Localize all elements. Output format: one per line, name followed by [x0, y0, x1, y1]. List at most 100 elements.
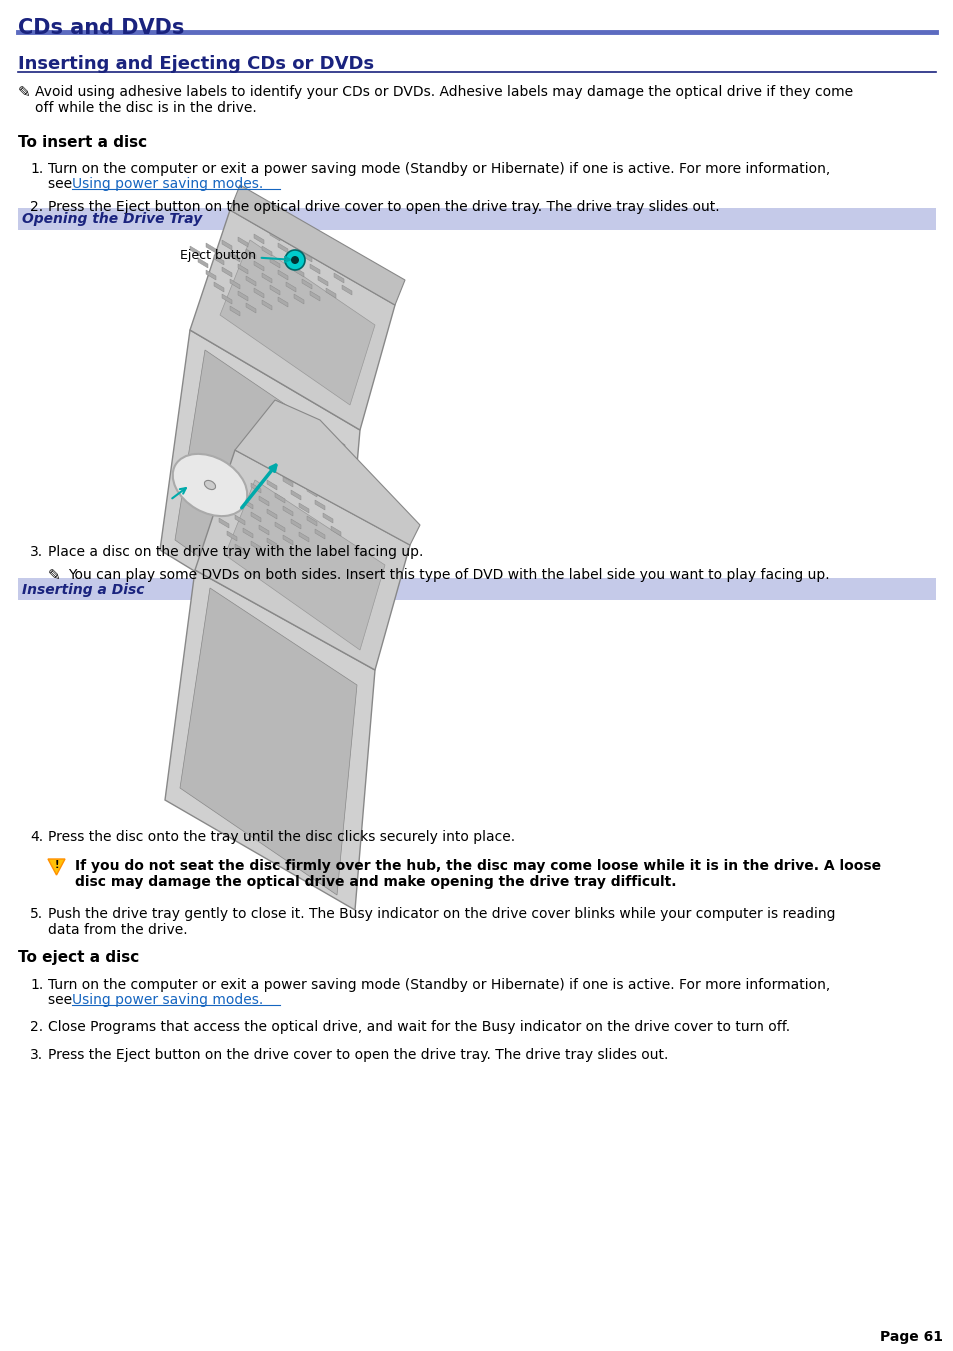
Polygon shape — [274, 493, 285, 503]
Polygon shape — [243, 499, 253, 509]
Polygon shape — [286, 282, 295, 292]
Text: Close Programs that access the optical drive, and wait for the Busy indicator on: Close Programs that access the optical d… — [48, 1020, 789, 1034]
Polygon shape — [262, 273, 272, 282]
Polygon shape — [251, 484, 261, 493]
Text: You can play some DVDs on both sides. Insert this type of DVD with the label sid: You can play some DVDs on both sides. In… — [68, 567, 829, 582]
Text: To insert a disc: To insert a disc — [18, 135, 147, 150]
Polygon shape — [253, 261, 264, 272]
Polygon shape — [227, 503, 236, 512]
Polygon shape — [298, 532, 309, 542]
Polygon shape — [277, 270, 288, 280]
FancyBboxPatch shape — [18, 208, 935, 230]
Polygon shape — [234, 400, 419, 544]
Polygon shape — [326, 288, 335, 299]
Polygon shape — [237, 236, 248, 247]
Text: Eject button: Eject button — [180, 249, 290, 262]
Polygon shape — [267, 509, 276, 519]
Text: 3.: 3. — [30, 544, 43, 559]
Text: To eject a disc: To eject a disc — [18, 950, 139, 965]
Polygon shape — [283, 477, 293, 486]
Polygon shape — [251, 540, 261, 551]
Polygon shape — [246, 276, 255, 286]
Polygon shape — [314, 500, 325, 509]
Polygon shape — [213, 255, 224, 265]
Text: Press the disc onto the tray until the disc clicks securely into place.: Press the disc onto the tray until the d… — [48, 830, 515, 844]
Text: Turn on the computer or exit a power saving mode (Standby or Hibernate) if one i: Turn on the computer or exit a power sav… — [48, 162, 829, 176]
Polygon shape — [48, 859, 65, 875]
Polygon shape — [180, 588, 356, 894]
Text: Inserting and Ejecting CDs or DVDs: Inserting and Ejecting CDs or DVDs — [18, 55, 374, 73]
Text: Place a disc on the drive tray with the label facing up.: Place a disc on the drive tray with the … — [48, 544, 423, 559]
Text: see: see — [48, 993, 76, 1006]
Polygon shape — [258, 496, 269, 507]
Polygon shape — [326, 261, 335, 272]
Polygon shape — [206, 270, 215, 280]
FancyBboxPatch shape — [18, 578, 935, 600]
Polygon shape — [270, 258, 280, 267]
Text: 4.: 4. — [30, 830, 43, 844]
Polygon shape — [160, 330, 359, 661]
Text: 2.: 2. — [30, 1020, 43, 1034]
Polygon shape — [190, 209, 395, 430]
Text: 5.: 5. — [30, 907, 43, 921]
Polygon shape — [334, 273, 344, 282]
Polygon shape — [246, 303, 255, 313]
Polygon shape — [222, 295, 232, 304]
Polygon shape — [234, 544, 245, 554]
Polygon shape — [165, 570, 375, 911]
Text: !: ! — [54, 861, 59, 870]
Polygon shape — [251, 512, 261, 521]
Polygon shape — [194, 450, 410, 670]
Polygon shape — [283, 535, 293, 544]
Polygon shape — [302, 253, 312, 262]
Polygon shape — [310, 263, 319, 274]
Polygon shape — [225, 480, 385, 650]
Polygon shape — [174, 350, 345, 644]
Text: Turn on the computer or exit a power saving mode (Standby or Hibernate) if one i: Turn on the computer or exit a power sav… — [48, 978, 829, 992]
Text: Avoid using adhesive labels to identify your CDs or DVDs. Adhesive labels may da: Avoid using adhesive labels to identify … — [35, 85, 852, 115]
Polygon shape — [220, 240, 375, 405]
Polygon shape — [222, 267, 232, 277]
Polygon shape — [298, 474, 309, 484]
Polygon shape — [267, 480, 276, 490]
Polygon shape — [286, 228, 295, 238]
Text: ✎: ✎ — [18, 85, 30, 100]
Polygon shape — [234, 515, 245, 526]
Polygon shape — [302, 280, 312, 289]
Text: Press the Eject button on the optical drive cover to open the drive tray. The dr: Press the Eject button on the optical dr… — [48, 200, 719, 213]
Text: If you do not seat the disc firmly over the hub, the disc may come loose while i: If you do not seat the disc firmly over … — [75, 859, 881, 889]
Polygon shape — [253, 288, 264, 299]
Polygon shape — [258, 526, 269, 535]
Polygon shape — [294, 295, 304, 304]
Text: see: see — [48, 177, 76, 190]
Circle shape — [285, 250, 305, 270]
Polygon shape — [270, 285, 280, 295]
Polygon shape — [298, 503, 309, 513]
Polygon shape — [302, 226, 312, 235]
Polygon shape — [270, 231, 280, 240]
Polygon shape — [307, 486, 316, 497]
Polygon shape — [206, 243, 215, 253]
Text: 3.: 3. — [30, 1048, 43, 1062]
Polygon shape — [262, 246, 272, 255]
Polygon shape — [314, 530, 325, 539]
Polygon shape — [317, 276, 328, 286]
Polygon shape — [237, 290, 248, 301]
Polygon shape — [323, 513, 333, 523]
Polygon shape — [277, 243, 288, 253]
Circle shape — [291, 255, 298, 263]
Polygon shape — [230, 185, 405, 305]
Text: Using power saving modes.: Using power saving modes. — [71, 993, 263, 1006]
Polygon shape — [317, 249, 328, 259]
Polygon shape — [213, 282, 224, 292]
Text: Opening the Drive Tray: Opening the Drive Tray — [22, 212, 202, 226]
Polygon shape — [331, 526, 340, 536]
Polygon shape — [267, 538, 276, 549]
Polygon shape — [286, 255, 295, 265]
Polygon shape — [291, 490, 301, 500]
Text: Push the drive tray gently to close it. The Busy indicator on the drive cover bl: Push the drive tray gently to close it. … — [48, 907, 835, 938]
Polygon shape — [341, 285, 352, 295]
Polygon shape — [307, 516, 316, 526]
Ellipse shape — [172, 454, 247, 516]
Polygon shape — [230, 280, 240, 289]
